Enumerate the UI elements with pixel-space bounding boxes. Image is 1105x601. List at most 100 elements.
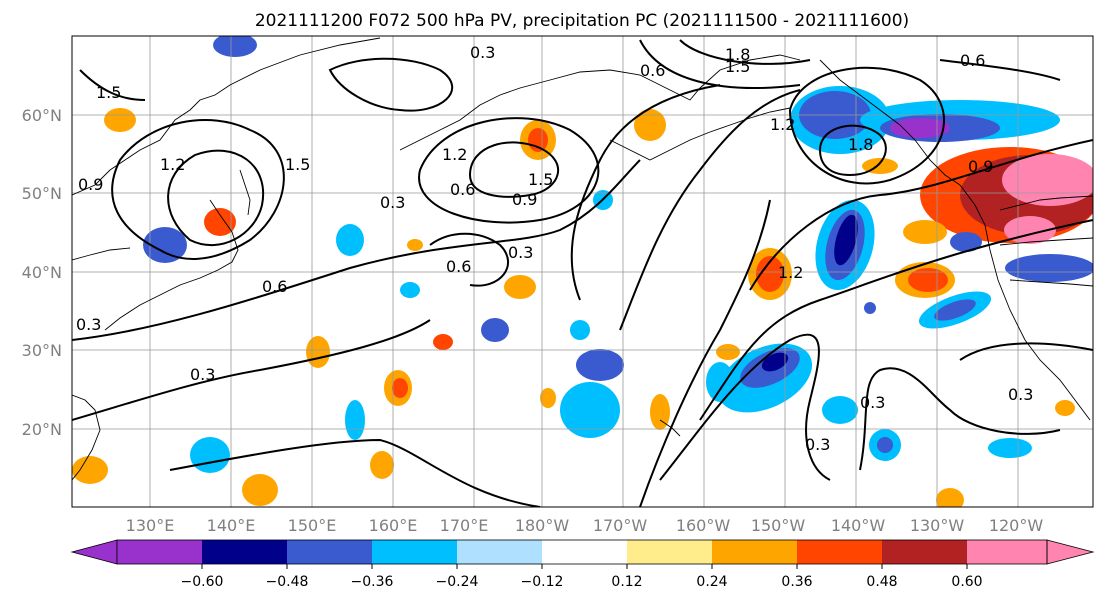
shade-pos xyxy=(407,239,423,251)
shade-pos xyxy=(936,488,964,507)
lat-label: 20°N xyxy=(22,420,62,439)
lon-label: 130°W xyxy=(910,516,965,535)
latitude-labels: 60°N 50°N 40°N 30°N 20°N xyxy=(22,106,62,439)
shade-neg xyxy=(481,318,509,342)
shade-neg xyxy=(934,299,976,321)
shade-pos xyxy=(204,208,236,236)
map-frame xyxy=(71,35,1094,508)
shade-pos xyxy=(528,128,548,152)
lat-label: 60°N xyxy=(22,106,62,125)
colorbar-tick-label: 0.12 xyxy=(611,574,642,590)
lon-label: 140°W xyxy=(831,516,886,535)
shade-neg xyxy=(345,400,365,440)
colorbar-segment xyxy=(457,540,542,564)
shade-pos xyxy=(370,451,394,479)
lon-label: 170°E xyxy=(440,516,489,535)
colorbar-extend-max xyxy=(1046,539,1095,565)
colorbar-segment xyxy=(287,540,372,564)
shade-pos xyxy=(104,108,136,132)
contour-label: 1.5 xyxy=(96,83,121,102)
lon-label: 130°E xyxy=(126,516,175,535)
colorbar-tick-label: −0.12 xyxy=(521,574,564,590)
contour-label: 0.3 xyxy=(1008,385,1033,404)
contour-label: 0.6 xyxy=(640,61,665,80)
graticule xyxy=(72,36,1093,507)
map-panel: 0.3 0.6 1.8 1.5 0.6 1.5 1.2 1.5 0.9 0.3 … xyxy=(71,35,1094,508)
shade-neg xyxy=(336,224,364,256)
shade-neg xyxy=(761,352,789,372)
contour-label: 0.9 xyxy=(78,175,103,194)
contour-labels: 0.3 0.6 1.8 1.5 0.6 1.5 1.2 1.5 0.9 0.3 … xyxy=(76,43,1033,454)
colorbar-tick-label: 0.36 xyxy=(781,574,812,590)
shade-pos xyxy=(392,378,408,398)
shade-neg-max xyxy=(890,118,950,138)
contour-label: 0.3 xyxy=(860,393,885,412)
shade-neg xyxy=(576,349,624,381)
colorbar: −0.60 −0.48 −0.36 −0.24 −0.12 0.12 0.24 … xyxy=(70,539,1095,590)
colorbar-tick-label: −0.48 xyxy=(266,574,309,590)
colorbar-tick-label: −0.36 xyxy=(351,574,394,590)
contour-label: 1.2 xyxy=(442,145,467,164)
lat-label: 50°N xyxy=(22,184,62,203)
colorbar-frame xyxy=(116,539,1048,565)
colorbar-tick-label: 0.60 xyxy=(951,574,982,590)
contour-label: 0.3 xyxy=(470,43,495,62)
contour-label: 1.2 xyxy=(770,115,795,134)
longitude-labels: 130°E 140°E 150°E 160°E 170°E 180°W 170°… xyxy=(126,516,1044,535)
shade-neg xyxy=(400,282,420,298)
shade-pos xyxy=(1055,400,1075,416)
contour-label: 0.9 xyxy=(968,157,993,176)
lat-label: 30°N xyxy=(22,341,62,360)
shade-pos xyxy=(903,220,947,244)
lon-label: 120°W xyxy=(989,516,1044,535)
shade-neg xyxy=(877,437,893,453)
lon-label: 180°W xyxy=(515,516,570,535)
shade-neg xyxy=(706,362,734,402)
lon-label: 140°E xyxy=(207,516,256,535)
shade-neg xyxy=(950,232,982,252)
shade-neg xyxy=(560,382,620,438)
shade-neg xyxy=(834,214,858,266)
shade-pos xyxy=(504,275,536,299)
shade-pos-max xyxy=(1002,154,1093,206)
colorbar-tick-label: 0.48 xyxy=(866,574,897,590)
colorbar-segment xyxy=(712,540,797,564)
colorbar-segment xyxy=(627,540,712,564)
colorbar-tick-label: 0.24 xyxy=(696,574,727,590)
shade-neg xyxy=(1005,254,1093,282)
coastlines xyxy=(72,37,1093,481)
colorbar-tick-labels: −0.60 −0.48 −0.36 −0.24 −0.12 0.12 0.24 … xyxy=(181,574,983,590)
colorbar-segment xyxy=(967,540,1047,564)
lat-label: 40°N xyxy=(22,263,62,282)
colorbar-segment xyxy=(542,540,627,564)
shade-pos xyxy=(433,334,453,350)
contour-label: 1.5 xyxy=(285,155,310,174)
contour-label: 1.2 xyxy=(778,263,803,282)
shade-neg xyxy=(864,302,876,314)
shade-pos xyxy=(306,336,330,368)
contour-label: 1.5 xyxy=(725,57,750,76)
lon-label: 150°E xyxy=(288,516,337,535)
figure-title: 2021111200 F072 500 hPa PV, precipitatio… xyxy=(255,11,909,31)
contour-label: 0.3 xyxy=(380,193,405,212)
lon-label: 170°W xyxy=(593,516,648,535)
shade-neg xyxy=(988,438,1032,458)
colorbar-extend-min xyxy=(70,539,118,565)
colorbar-segment xyxy=(117,540,202,564)
contour-label: 0.3 xyxy=(190,365,215,384)
contour-label: 1.2 xyxy=(160,155,185,174)
shade-neg xyxy=(143,227,187,263)
colorbar-tick-label: −0.60 xyxy=(181,574,224,590)
shade-pos xyxy=(716,344,740,360)
contour-label: 0.6 xyxy=(450,180,475,199)
lon-label: 160°E xyxy=(369,516,418,535)
contour-label: 0.3 xyxy=(805,435,830,454)
pv-contours xyxy=(72,39,1093,507)
lon-label: 160°W xyxy=(676,516,731,535)
shade-pos xyxy=(756,256,784,292)
shade-neg xyxy=(570,320,590,340)
colorbar-tick-label: −0.24 xyxy=(436,574,479,590)
shade-pos xyxy=(908,268,948,292)
shade-pos xyxy=(242,474,278,506)
shade-neg xyxy=(822,396,858,424)
